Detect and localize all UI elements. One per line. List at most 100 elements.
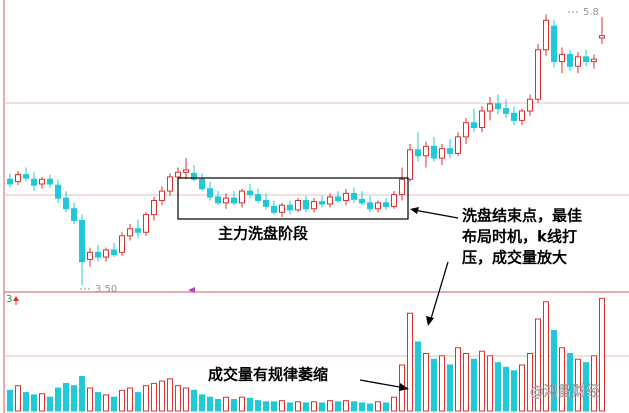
volume-bar [191, 389, 197, 412]
volume-bar [391, 396, 397, 412]
volume-bar [551, 330, 557, 412]
volume-bar [279, 400, 285, 412]
volume-bar [119, 389, 125, 412]
candle-body [527, 98, 533, 112]
plot [7, 14, 605, 412]
volume-bar [263, 401, 269, 412]
volume-bar [215, 399, 221, 412]
volume-bar [151, 382, 157, 412]
candle-body [247, 190, 253, 196]
volume-bar [23, 392, 29, 412]
high-label: 5.8 [583, 7, 599, 18]
volume-bar [407, 312, 413, 412]
volume-bar [223, 396, 229, 412]
candle-body [159, 190, 165, 201]
volume-bar [375, 401, 381, 412]
candle-body [551, 25, 557, 63]
volume-bar [351, 401, 357, 412]
volume-bar [503, 366, 509, 412]
volume-bar [207, 396, 213, 412]
candle-body [47, 178, 53, 185]
volume-bar [431, 358, 437, 412]
candle-body [463, 122, 469, 138]
candle-body [423, 145, 429, 157]
volume-bar [535, 318, 541, 412]
candle-body [519, 110, 525, 121]
candle-body [151, 199, 157, 216]
volume-bar [543, 301, 549, 412]
arrow [429, 261, 449, 323]
candle-body [279, 204, 285, 213]
annotation: 主力洗盘阶段 [218, 225, 308, 243]
candle-body [567, 53, 573, 67]
volume-bar [175, 385, 181, 412]
candle-body [399, 178, 405, 196]
candle-body [215, 196, 221, 204]
volume-bar [159, 380, 165, 412]
volume-bar [103, 394, 109, 412]
volume-bar [55, 387, 61, 412]
volume-bar [559, 347, 565, 412]
volume-bar [39, 393, 45, 412]
volume-bar [15, 385, 21, 412]
arrow-head [399, 383, 409, 391]
annotation: 成交量有规律萎缩 [208, 366, 328, 384]
candle-body [351, 192, 357, 200]
candle-body [239, 190, 245, 204]
candle-body [375, 202, 381, 210]
candle-body [23, 174, 29, 179]
volume-bar [199, 394, 205, 412]
volume-bar [143, 385, 149, 412]
candle-body [63, 197, 69, 210]
candle-body [263, 199, 269, 207]
candle-body [471, 122, 477, 128]
volume-bar [359, 402, 365, 412]
candle-body [511, 112, 517, 121]
volume-bar [87, 387, 93, 412]
volume-bar [583, 362, 589, 412]
volume-bar [127, 387, 133, 412]
volume-bar [295, 401, 301, 412]
candle-body [439, 148, 445, 159]
candle-body [111, 249, 117, 256]
volume-bar [247, 397, 253, 412]
candle-body [535, 49, 541, 100]
volume-bar [327, 400, 333, 412]
low-label: 3.50 [95, 284, 117, 295]
candle-body [31, 178, 37, 186]
candle-body [599, 35, 605, 39]
volume-bar [439, 355, 445, 412]
arrow [359, 379, 406, 389]
candle-body [103, 249, 109, 258]
candle-body [383, 202, 389, 207]
candle-body [303, 199, 309, 210]
volume-bar [79, 376, 85, 412]
volume-bar [287, 402, 293, 412]
volume-bar [167, 378, 173, 412]
marker [188, 287, 195, 293]
candle-body [359, 198, 365, 204]
volume-bar [135, 392, 141, 412]
volume-bar [31, 394, 37, 412]
candle-body [407, 149, 413, 180]
candle-body [415, 149, 421, 157]
candle-body [487, 103, 493, 112]
volume-bar [511, 370, 517, 412]
candle-body [391, 194, 397, 207]
candle-body [7, 178, 13, 185]
volume-bar [591, 355, 597, 412]
candle-body [479, 110, 485, 128]
volume-bar [599, 297, 605, 412]
candle-body [191, 172, 197, 180]
candle-body [175, 171, 181, 178]
candle-body [559, 53, 565, 63]
volume-bar [415, 341, 421, 412]
volume-bar [567, 353, 573, 412]
arrow [413, 209, 459, 219]
volume-bar [111, 396, 117, 412]
volume-bar [47, 396, 53, 412]
arrow-head [410, 207, 419, 214]
candle-body [119, 235, 125, 253]
candle-body [447, 148, 453, 154]
